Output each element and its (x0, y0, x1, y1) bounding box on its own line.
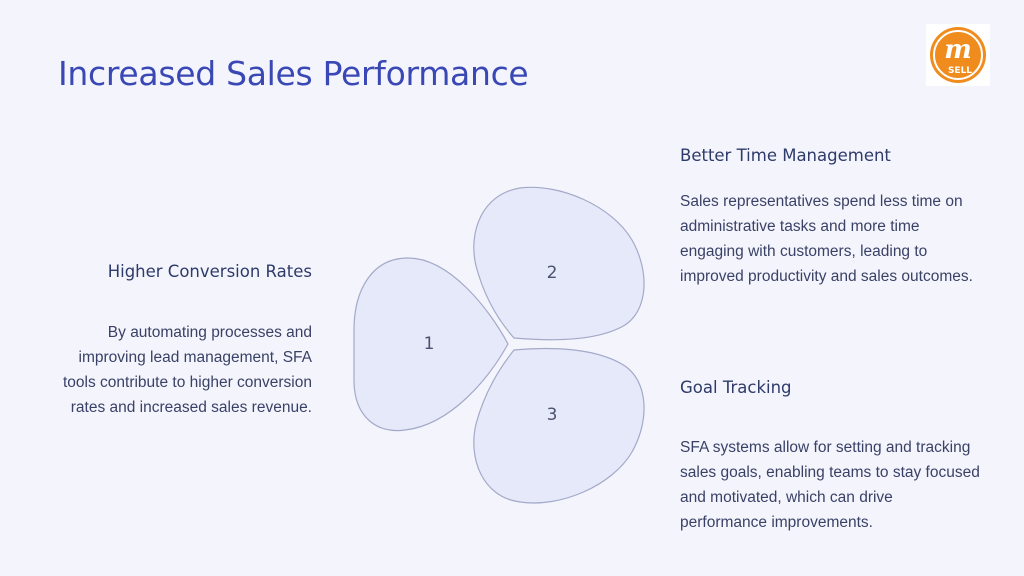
petal-2 (473, 186, 645, 341)
svg-text:m: m (944, 35, 972, 65)
body-higher-conversion-rates: By automating processes and improving le… (62, 324, 312, 416)
m-sell-logo-icon: m SELL (926, 24, 990, 86)
svg-text:SELL: SELL (948, 66, 972, 76)
petal-1 (353, 257, 509, 432)
body-goal-tracking: SFA systems allow for setting and tracki… (680, 439, 980, 531)
petal-number-2: 2 (547, 263, 558, 283)
petal-3 (473, 347, 645, 504)
heading-goal-tracking: Goal Tracking (680, 378, 792, 397)
body-better-time-management: Sales representatives spend less time on… (680, 193, 973, 285)
heading-higher-conversion-rates: Higher Conversion Rates (107, 262, 312, 281)
page-title: Increased Sales Performance (58, 54, 529, 93)
heading-better-time-management: Better Time Management (680, 146, 891, 165)
petal-number-1: 1 (424, 334, 435, 354)
petal-number-3: 3 (547, 405, 558, 425)
